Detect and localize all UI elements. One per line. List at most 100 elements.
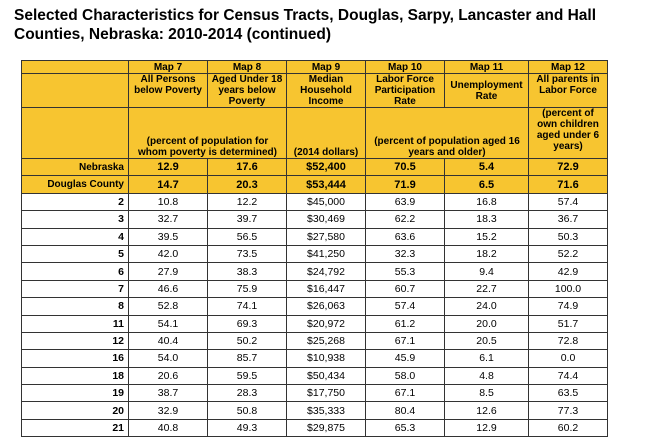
table-row: 7 46.6 75.9 $16,447 60.7 22.7 100.0 (21, 279, 608, 299)
table-cell: 52.8 (128, 297, 208, 316)
table-cell: 42.0 (128, 244, 208, 264)
table-cell: 20.3 (207, 175, 287, 194)
table-cell: 74.1 (207, 297, 287, 316)
table-cell: 12.9 (128, 157, 208, 177)
table-cell: 12.6 (444, 401, 529, 420)
table-cell: 36.7 (528, 210, 608, 229)
table-cell: 72.8 (528, 331, 608, 351)
table-cell: 4.8 (444, 366, 529, 386)
page-title: Selected Characteristics for Census Trac… (14, 7, 597, 43)
row-label: 7 (21, 279, 129, 299)
column-description: Labor Force Participation Rate (365, 73, 445, 108)
table-cell: 46.6 (128, 279, 208, 299)
table-cell: 72.9 (528, 157, 608, 177)
table-cell: 51.7 (528, 314, 608, 333)
table-cell: 16.8 (444, 192, 529, 212)
table-cell: 45.9 (365, 349, 445, 368)
table-row: 5 42.0 73.5 $41,250 32.3 18.2 52.2 (21, 244, 608, 264)
table-cell: 59.5 (207, 366, 287, 386)
table-cell: 57.4 (365, 297, 445, 316)
table-cell: 55.3 (365, 262, 445, 281)
table-cell: 38.3 (207, 262, 287, 281)
header-blank-cell (21, 73, 129, 108)
table-cell: 12.2 (207, 192, 287, 212)
table-cell: 40.8 (128, 418, 208, 437)
header-blank-cell (21, 60, 129, 74)
row-label: 20 (21, 401, 129, 420)
table-cell: 60.7 (365, 279, 445, 299)
column-map-label: Map 11 (444, 60, 529, 74)
table-cell: 71.6 (528, 175, 608, 194)
table-row: 16 54.0 85.7 $10,938 45.9 6.1 0.0 (21, 349, 608, 368)
table-cell: 40.4 (128, 331, 208, 351)
table-row: 8 52.8 74.1 $26,063 57.4 24.0 74.9 (21, 297, 608, 316)
row-label: 3 (21, 210, 129, 229)
row-label: 19 (21, 384, 129, 403)
table-cell: 62.2 (365, 210, 445, 229)
table-row: 2 10.8 12.2 $45,000 63.9 16.8 57.4 (21, 192, 608, 212)
units-poverty: (percent of population for whom poverty … (128, 107, 287, 159)
table-cell: $25,268 (286, 331, 366, 351)
table-cell: 73.5 (207, 244, 287, 264)
row-label: 21 (21, 418, 129, 437)
table-cell: 9.4 (444, 262, 529, 281)
table-cell: 80.4 (365, 401, 445, 420)
row-label: 5 (21, 244, 129, 264)
table-cell: $20,972 (286, 314, 366, 333)
table-cell: 22.7 (444, 279, 529, 299)
table-cell: 24.0 (444, 297, 529, 316)
column-description: Unemployment Rate (444, 73, 529, 108)
column-description: All parents in Labor Force (528, 73, 608, 108)
table-row: 4 39.5 56.5 $27,580 63.6 15.2 50.3 (21, 227, 608, 246)
table-cell: 50.3 (528, 227, 608, 246)
table-cell: 52.2 (528, 244, 608, 264)
table-cell: 32.7 (128, 210, 208, 229)
row-label: 11 (21, 314, 129, 333)
row-label: 2 (21, 192, 129, 212)
table-cell: 56.5 (207, 227, 287, 246)
tract-rows: 2 10.8 12.2 $45,000 63.9 16.8 57.4 3 32.7 39.7 $30… (21, 192, 608, 437)
table-cell: $16,447 (286, 279, 366, 299)
table-cell: 67.1 (365, 384, 445, 403)
table-cell: 54.0 (128, 349, 208, 368)
table-cell: 39.7 (207, 210, 287, 229)
header-row-units: (percent of population for whom poverty … (21, 107, 608, 159)
summary-row: Douglas County 14.7 20.3 $53,444 71.9 6.5 71.6 (21, 175, 608, 194)
table-row: 21 40.8 49.3 $29,875 65.3 12.9 60.2 (21, 418, 608, 437)
table-cell: 32.3 (365, 244, 445, 264)
table-cell: 6.5 (444, 175, 529, 194)
table-row: 20 32.9 50.8 $35,333 80.4 12.6 77.3 (21, 401, 608, 420)
table-cell: $10,938 (286, 349, 366, 368)
table-cell: 17.6 (207, 157, 287, 177)
row-label: 12 (21, 331, 129, 351)
table-cell: 38.7 (128, 384, 208, 403)
row-label: 4 (21, 227, 129, 246)
table-cell: 54.1 (128, 314, 208, 333)
table-cell: $27,580 (286, 227, 366, 246)
header-row-descriptions: All Persons below Poverty Aged Under 18 … (21, 73, 608, 108)
table-cell: 49.3 (207, 418, 287, 437)
table-cell: $52,400 (286, 157, 366, 177)
table-row: 19 38.7 28.3 $17,750 67.1 8.5 63.5 (21, 384, 608, 403)
table-cell: 58.0 (365, 366, 445, 386)
table-cell: 77.3 (528, 401, 608, 420)
table-cell: 8.5 (444, 384, 529, 403)
table-cell: $26,063 (286, 297, 366, 316)
table-cell: 20.6 (128, 366, 208, 386)
header-blank-cell (21, 107, 129, 159)
table-cell: 63.9 (365, 192, 445, 212)
table-cell: 100.0 (528, 279, 608, 299)
row-label: 18 (21, 366, 129, 386)
table-cell: $45,000 (286, 192, 366, 212)
row-label: 16 (21, 349, 129, 368)
units-income: (2014 dollars) (286, 107, 366, 159)
table-cell: $24,792 (286, 262, 366, 281)
table-cell: 5.4 (444, 157, 529, 177)
row-label: 6 (21, 262, 129, 281)
row-label: Douglas County (21, 175, 129, 194)
units-labor: (percent of population aged 16 years and… (365, 107, 529, 159)
table-cell: 28.3 (207, 384, 287, 403)
table-cell: 14.7 (128, 175, 208, 194)
table-cell: 74.9 (528, 297, 608, 316)
table-cell: 20.0 (444, 314, 529, 333)
